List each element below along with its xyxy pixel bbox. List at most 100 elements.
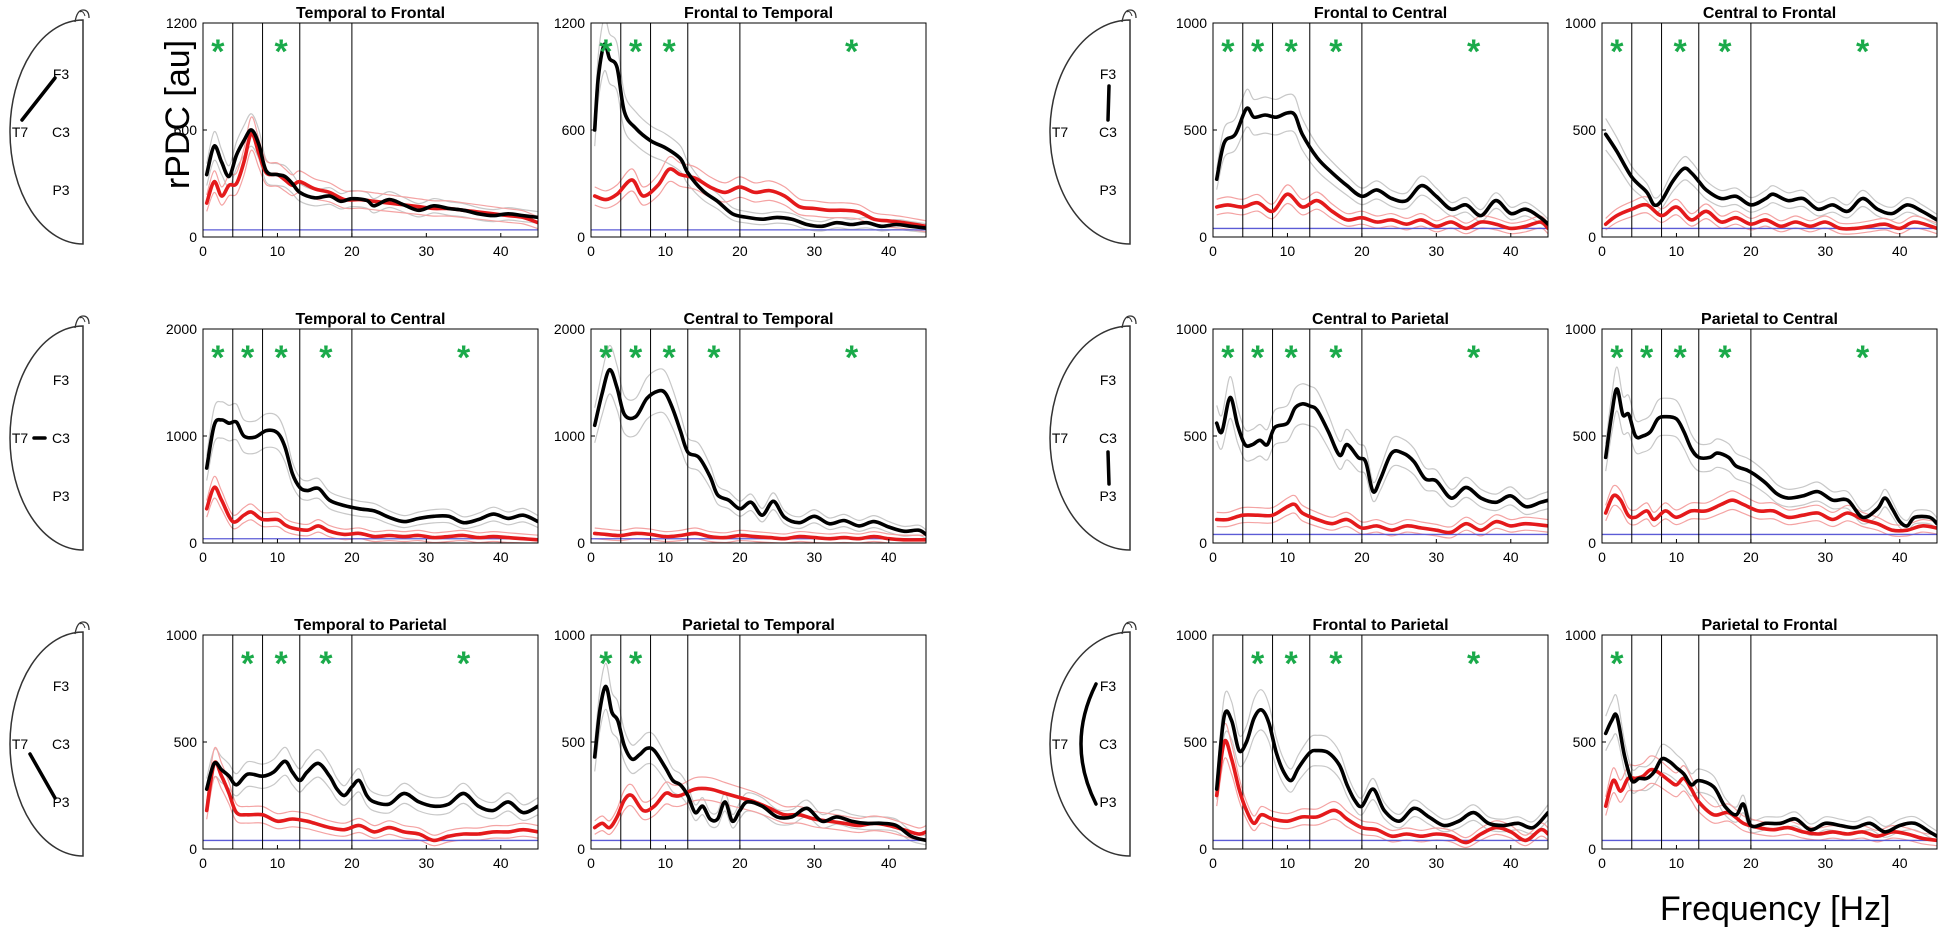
x-tick-label: 30 (1429, 243, 1445, 259)
y-tick-label: 1000 (1565, 15, 1596, 31)
y-tick-label: 0 (1588, 841, 1596, 857)
y-tick-label: 1000 (1176, 627, 1207, 643)
head-notch-inner (1126, 317, 1133, 323)
electrode-p3: P3 (52, 488, 69, 504)
y-tick-label: 2000 (554, 321, 585, 337)
y-tick-label: 0 (1199, 229, 1207, 245)
red-ci-lower (1216, 757, 1548, 849)
head-notch-inner (1126, 623, 1133, 629)
head-diagram-1: F3 C3 P3 T7 (9, 9, 90, 245)
significance-star: * (1251, 339, 1265, 377)
plot-content (1602, 329, 1937, 543)
panel-title: Frontal to Temporal (684, 5, 833, 22)
red-series-line (1603, 493, 1937, 533)
x-tick-label: 20 (1743, 243, 1759, 259)
x-tick-label: 10 (270, 549, 286, 565)
red-ci-upper (1216, 494, 1548, 528)
black-series-line (204, 759, 538, 815)
x-tick-label: 20 (732, 549, 748, 565)
head-notch (74, 621, 90, 635)
electrode-t7: T7 (12, 430, 29, 446)
x-tick-label: 10 (1669, 549, 1685, 565)
x-tick-label: 30 (1818, 549, 1834, 565)
y-tick-label: 0 (1199, 841, 1207, 857)
y-tick-label: 1000 (166, 627, 197, 643)
electrode-p3: P3 (1099, 794, 1116, 810)
head-diagram-3: F3 C3 P3 T7 (9, 315, 90, 551)
y-tick-label: 600 (562, 122, 586, 138)
head-outline (9, 631, 84, 857)
y-tick-label: 500 (1573, 734, 1597, 750)
significance-star: * (1251, 33, 1265, 71)
y-tick-label: 0 (1588, 535, 1596, 551)
x-tick-label: 40 (493, 855, 509, 871)
black-series-line (1603, 712, 1937, 838)
panel-5: * * * * * Temporal to Central 0 1000 2000 0 10 20 30… (166, 311, 539, 565)
electrode-c3: C3 (1099, 124, 1117, 140)
y-tick-label: 500 (1184, 122, 1208, 138)
y-tick-label: 1000 (554, 627, 585, 643)
x-tick-label: 0 (199, 549, 207, 565)
x-tick-label: 0 (1209, 243, 1217, 259)
significance-star: * (845, 339, 859, 377)
significance-star: * (241, 339, 255, 377)
x-tick-label: 0 (1598, 855, 1606, 871)
x-tick-label: 20 (1354, 549, 1370, 565)
y-tick-label: 0 (189, 535, 197, 551)
x-tick-label: 30 (1818, 855, 1834, 871)
red-ci-lower (594, 180, 926, 233)
head-outline (1049, 19, 1131, 245)
significance-star: * (1610, 339, 1624, 377)
plot-content (591, 329, 926, 543)
x-tick-label: 30 (807, 549, 823, 565)
connection-line (20, 76, 57, 122)
x-tick-label: 0 (1209, 855, 1217, 871)
red-series-line (1214, 738, 1548, 845)
electrode-t7: T7 (1052, 430, 1069, 446)
x-tick-label: 40 (1503, 855, 1519, 871)
x-tick-label: 40 (1503, 549, 1519, 565)
head-notch (1121, 315, 1137, 329)
significance-star: * (629, 645, 643, 683)
electrode-f3: F3 (53, 372, 70, 388)
electrode-t7: T7 (1052, 736, 1069, 752)
black-ci-lower (206, 774, 538, 822)
black-ci-upper (594, 23, 926, 225)
red-ci-upper (1605, 755, 1937, 836)
x-axis-label: Frequency [Hz] (1660, 890, 1891, 928)
x-tick-label: 10 (658, 855, 674, 871)
black-ci-lower (594, 393, 926, 540)
x-tick-label: 0 (587, 549, 595, 565)
x-tick-label: 40 (881, 243, 897, 259)
red-ci-upper (206, 116, 538, 218)
panel-title: Temporal to Parietal (294, 617, 447, 634)
black-ci-lower (1216, 729, 1548, 835)
electrode-c3: C3 (52, 736, 70, 752)
y-tick-label: 1200 (166, 15, 197, 31)
significance-star: * (1329, 33, 1343, 71)
plot-area (1213, 329, 1548, 543)
connection-line (1079, 682, 1098, 806)
black-ci-lower (206, 437, 538, 530)
plot-area (591, 329, 926, 543)
electrode-f3: F3 (1100, 372, 1117, 388)
panel-9: * * * * Temporal to Parietal 0 500 1000 0 10 20 30 4… (166, 617, 539, 871)
significance-star: * (629, 33, 643, 71)
significance-star: * (1467, 33, 1481, 71)
red-ci-upper (594, 155, 926, 222)
plot-content (1213, 329, 1548, 543)
y-tick-label: 500 (1573, 122, 1597, 138)
red-series-line (204, 760, 538, 843)
red-ci-lower (1216, 202, 1548, 235)
x-tick-label: 30 (1429, 549, 1445, 565)
panel-10: * * Parietal to Temporal 0 500 1000 0 10 20 30 40 (554, 617, 927, 871)
black-ci-lower (1605, 410, 1937, 533)
electrode-f3: F3 (53, 66, 70, 82)
electrode-f3: F3 (1100, 66, 1117, 82)
head-diagram-4: F3 C3 P3 T7 (1049, 315, 1137, 551)
x-tick-label: 40 (881, 549, 897, 565)
black-series-line (1603, 387, 1937, 528)
significance-star: * (1610, 33, 1624, 71)
head-notch (74, 315, 90, 329)
y-tick-label: 500 (174, 734, 198, 750)
